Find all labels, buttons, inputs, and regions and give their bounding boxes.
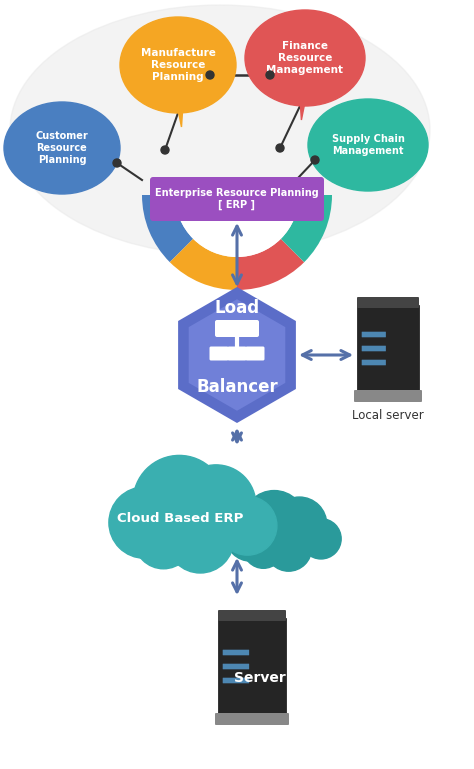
FancyBboxPatch shape bbox=[210, 347, 228, 361]
Circle shape bbox=[311, 156, 319, 164]
FancyBboxPatch shape bbox=[357, 297, 419, 308]
Polygon shape bbox=[178, 287, 296, 423]
FancyBboxPatch shape bbox=[223, 650, 249, 655]
Wedge shape bbox=[175, 195, 299, 257]
Ellipse shape bbox=[308, 99, 428, 191]
FancyBboxPatch shape bbox=[362, 346, 386, 351]
FancyBboxPatch shape bbox=[215, 320, 259, 337]
FancyBboxPatch shape bbox=[218, 610, 286, 621]
FancyBboxPatch shape bbox=[246, 347, 264, 361]
Polygon shape bbox=[189, 299, 285, 411]
Circle shape bbox=[218, 496, 277, 555]
Circle shape bbox=[206, 71, 214, 79]
FancyBboxPatch shape bbox=[223, 677, 249, 684]
Polygon shape bbox=[47, 137, 97, 157]
Circle shape bbox=[167, 506, 234, 573]
Text: Local server: Local server bbox=[352, 409, 424, 422]
Circle shape bbox=[133, 455, 226, 548]
Circle shape bbox=[109, 487, 180, 558]
Circle shape bbox=[161, 146, 169, 154]
Circle shape bbox=[265, 525, 311, 571]
Polygon shape bbox=[296, 42, 317, 120]
Circle shape bbox=[301, 518, 341, 559]
Polygon shape bbox=[332, 134, 383, 154]
Circle shape bbox=[276, 144, 284, 152]
FancyBboxPatch shape bbox=[354, 390, 422, 402]
Circle shape bbox=[134, 510, 193, 569]
Ellipse shape bbox=[245, 10, 365, 106]
Polygon shape bbox=[166, 49, 187, 127]
Text: Manufacture
Resource
Planning: Manufacture Resource Planning bbox=[141, 48, 216, 82]
Wedge shape bbox=[170, 239, 237, 290]
Text: Server: Server bbox=[234, 671, 286, 685]
Ellipse shape bbox=[10, 5, 430, 255]
Text: Cloud Based ERP: Cloud Based ERP bbox=[117, 511, 243, 524]
Circle shape bbox=[272, 497, 327, 552]
Circle shape bbox=[266, 71, 274, 79]
Text: Customer
Resource
Planning: Customer Resource Planning bbox=[36, 131, 88, 165]
Text: Enterprise Resource Planning
[ ERP ]: Enterprise Resource Planning [ ERP ] bbox=[155, 188, 319, 210]
Text: Supply Chain
Management: Supply Chain Management bbox=[331, 134, 404, 156]
Text: Finance
Resource
Management: Finance Resource Management bbox=[266, 41, 344, 75]
Circle shape bbox=[243, 491, 306, 554]
Wedge shape bbox=[237, 239, 304, 290]
Circle shape bbox=[226, 512, 275, 561]
FancyBboxPatch shape bbox=[223, 664, 249, 669]
FancyBboxPatch shape bbox=[150, 177, 324, 221]
FancyBboxPatch shape bbox=[362, 360, 386, 365]
FancyBboxPatch shape bbox=[362, 331, 386, 338]
FancyBboxPatch shape bbox=[218, 618, 286, 718]
Text: Balancer: Balancer bbox=[196, 378, 278, 396]
Circle shape bbox=[243, 528, 283, 568]
FancyBboxPatch shape bbox=[357, 305, 419, 395]
Circle shape bbox=[113, 159, 121, 167]
Ellipse shape bbox=[120, 17, 236, 113]
FancyBboxPatch shape bbox=[215, 713, 289, 725]
Wedge shape bbox=[281, 195, 332, 262]
FancyBboxPatch shape bbox=[228, 347, 246, 361]
Wedge shape bbox=[142, 195, 193, 262]
Ellipse shape bbox=[4, 102, 120, 194]
Circle shape bbox=[176, 464, 256, 544]
Text: Load: Load bbox=[214, 299, 260, 317]
